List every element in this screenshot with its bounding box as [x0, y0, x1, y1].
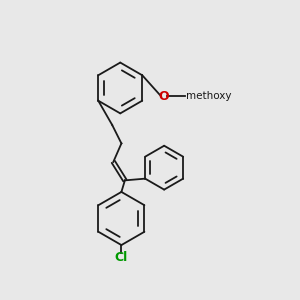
Text: methoxy: methoxy [186, 91, 232, 101]
Text: O: O [159, 90, 170, 103]
Text: Cl: Cl [115, 250, 128, 264]
